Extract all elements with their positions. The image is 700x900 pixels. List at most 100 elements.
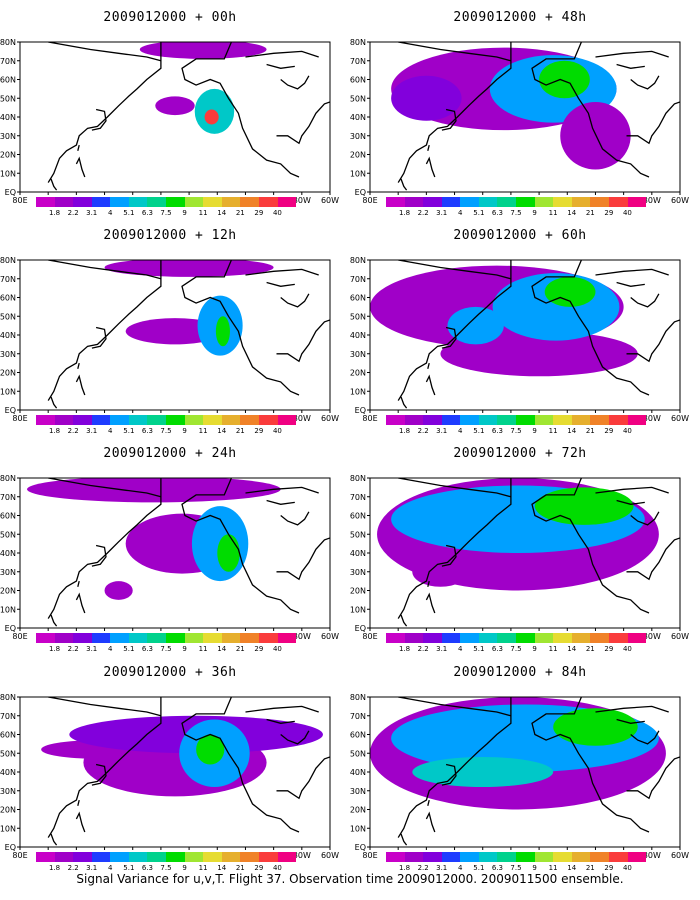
colorbar-level-label: 9	[532, 645, 537, 653]
colorbar-swatch	[166, 633, 185, 643]
colorbar-swatch	[184, 415, 204, 425]
colorbar-swatch	[240, 197, 259, 207]
colorbar-swatch	[571, 852, 591, 862]
colorbar-level-label: 7.5	[510, 427, 522, 435]
colorbar-swatch	[166, 415, 185, 425]
colorbar-level-label: 2.2	[67, 427, 79, 435]
colorbar-swatch	[36, 852, 55, 862]
colorbar-level-label: 11	[198, 645, 208, 653]
coastline	[75, 592, 86, 614]
colorbar-level-label: 7.5	[160, 645, 172, 653]
coastline	[280, 730, 310, 745]
coastline	[626, 319, 680, 363]
lat-tick-label: 10N	[350, 824, 366, 833]
coastline	[276, 319, 330, 363]
coastline	[398, 697, 512, 717]
colorbar-swatch	[608, 415, 628, 425]
colorbar-swatch	[627, 197, 647, 207]
map-frame: EQ10N20N30N40N50N60N70N80N80E100E120E140…	[350, 693, 689, 860]
coastline	[47, 260, 162, 401]
colorbar-level-label: 29	[254, 645, 264, 653]
lon-tick-label: 80E	[12, 851, 27, 860]
coastline	[280, 293, 310, 308]
colorbar: 1.8 2.2 3.1 4 5.1 6.3 7.5 9 11 14 21 29 40	[36, 415, 297, 437]
variance-contour-fill	[544, 276, 596, 307]
colorbar-level-label: 14	[567, 427, 577, 435]
coastline	[276, 537, 330, 581]
lat-tick-label: 30N	[0, 350, 16, 359]
colorbar-level-label: 4	[108, 864, 113, 872]
variance-map: EQ10N20N30N40N50N60N70N80N80E100E120E140…	[350, 474, 689, 641]
colorbar-swatch	[460, 852, 479, 862]
colorbar-swatch	[516, 633, 535, 643]
panel-title: 2009012000 + 84h	[453, 665, 587, 680]
colorbar-level-label: 7.5	[160, 427, 172, 435]
colorbar-level-label: 21	[585, 864, 595, 872]
lon-tick-label: 80W	[293, 851, 311, 860]
colorbar-swatch	[221, 197, 241, 207]
colorbar-swatch	[608, 633, 628, 643]
coastline	[50, 178, 58, 191]
colorbar-swatch	[441, 197, 461, 207]
coastline	[48, 478, 162, 498]
colorbar-swatch	[277, 852, 297, 862]
coastline	[397, 260, 512, 401]
lat-tick-label: 40N	[0, 113, 16, 122]
lat-tick-label: 60N	[350, 76, 366, 85]
colorbar-swatch	[128, 197, 148, 207]
colorbar-swatch	[73, 852, 92, 862]
colorbar-swatch	[441, 633, 461, 643]
colorbar-level-label: 6.3	[491, 864, 503, 872]
lat-tick-label: EQ	[5, 188, 16, 197]
colorbar-level-label: 3.1	[436, 864, 448, 872]
coastline	[630, 730, 660, 745]
colorbar-level-label: 6.3	[141, 864, 153, 872]
colorbar-level-label: 40	[272, 209, 282, 217]
colorbar-swatch	[627, 852, 647, 862]
coastline	[48, 260, 162, 280]
colorbar-level-label: 11	[548, 645, 558, 653]
colorbar-swatch	[277, 197, 297, 207]
colorbar-level-label: 29	[604, 645, 614, 653]
variance-map: EQ10N20N30N40N50N60N70N80N80E100E120E140…	[0, 38, 339, 205]
variance-map: EQ10N20N30N40N50N60N70N80N80E100E120E140…	[0, 693, 339, 860]
lat-tick-label: 70N	[0, 57, 16, 66]
colorbar-swatch	[553, 197, 572, 207]
colorbar-swatch	[240, 633, 259, 643]
colorbar-level-label: 9	[532, 864, 537, 872]
colorbar-level-label: 7.5	[510, 864, 522, 872]
coastline	[630, 75, 660, 90]
colorbar-level-label: 21	[585, 209, 595, 217]
colorbar-swatch	[441, 852, 461, 862]
lon-tick-label: 60W	[671, 851, 689, 860]
coastline	[91, 326, 107, 349]
colorbar-swatch	[404, 197, 424, 207]
coastline	[531, 260, 650, 396]
colorbar-swatch	[386, 633, 405, 643]
colorbar-level-label: 4	[108, 645, 113, 653]
lat-tick-label: 80N	[0, 256, 16, 265]
coastline	[47, 697, 162, 838]
lon-tick-label: 80E	[362, 632, 377, 641]
coastline	[181, 478, 300, 614]
colorbar-level-label: 40	[622, 209, 632, 217]
coastline	[427, 580, 430, 587]
lat-tick-label: 60N	[0, 76, 16, 85]
lon-tick-label: 60W	[671, 196, 689, 205]
lat-tick-label: 20N	[350, 369, 366, 378]
coastline	[245, 705, 319, 713]
lat-tick-label: 80N	[0, 38, 16, 47]
lat-tick-label: 20N	[0, 806, 16, 815]
variance-contour-fill	[204, 109, 219, 125]
variance-contour-fill	[447, 306, 504, 345]
colorbar-level-label: 6.3	[491, 645, 503, 653]
coastline	[91, 763, 107, 786]
colorbar-swatch	[221, 415, 241, 425]
colorbar-level-label: 11	[548, 209, 558, 217]
lat-tick-label: 80N	[350, 256, 366, 265]
colorbar-level-label: 4	[458, 427, 463, 435]
lon-tick-label: 80W	[293, 414, 311, 423]
colorbar-swatch	[36, 197, 55, 207]
coastline	[616, 718, 645, 724]
colorbar-swatch	[258, 197, 278, 207]
